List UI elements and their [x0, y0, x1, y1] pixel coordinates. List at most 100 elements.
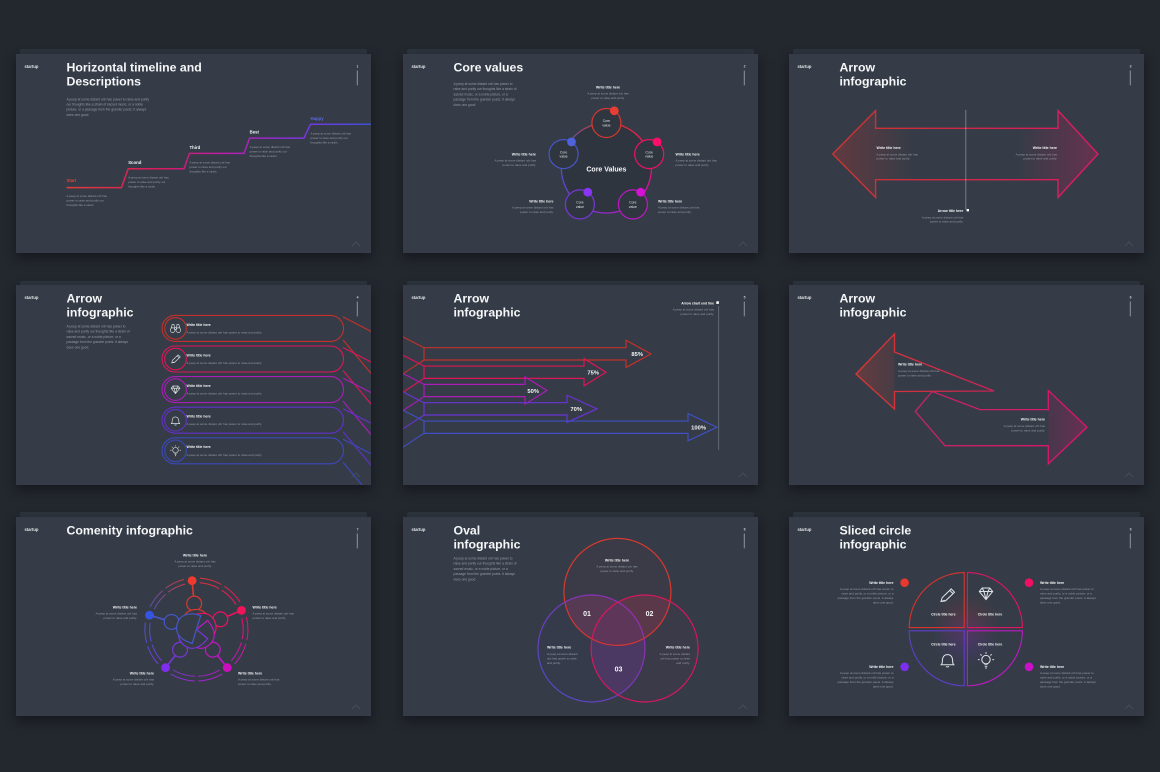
- svg-text:power to raise and purify.: power to raise and purify.: [520, 209, 554, 213]
- svg-text:passage from the grander poets: passage from the grander poets. It alway…: [453, 97, 515, 101]
- svg-text:A peep at some distant orb has: A peep at some distant orb has: [113, 677, 155, 681]
- svg-text:2: 2: [743, 64, 745, 68]
- svg-text:A peep at some distant orb has: A peep at some distant orb has power to …: [67, 97, 150, 101]
- svg-text:Write title here: Write title here: [898, 363, 922, 367]
- svg-text:startup: startup: [798, 295, 812, 300]
- svg-text:A peep at some distant orb has: A peep at some distant orb has: [587, 91, 629, 95]
- svg-text:power to raise and purify our: power to raise and purify our: [128, 180, 165, 184]
- svg-text:50%: 50%: [527, 389, 539, 395]
- svg-text:Sliced circle: Sliced circle: [840, 523, 912, 537]
- svg-text:Write title here: Write title here: [253, 605, 277, 609]
- svg-text:Happy: Happy: [311, 115, 325, 120]
- svg-text:does one good.: does one good.: [453, 577, 476, 581]
- svg-text:Third: Third: [190, 144, 201, 149]
- svg-text:sacred music, or a noble pictu: sacred music, or a noble picture, or a: [67, 335, 121, 339]
- svg-text:A peep at some distant orb has: A peep at some distant orb has power to: [840, 587, 894, 591]
- svg-text:Circle title here: Circle title here: [978, 612, 1003, 616]
- svg-text:Write title here: Write title here: [183, 553, 207, 557]
- svg-text:passage from the grander poets: passage from the grander poets. It alway…: [838, 680, 894, 684]
- svg-text:value: value: [645, 154, 653, 158]
- svg-text:power to raise and purify our: power to raise and purify our: [67, 198, 104, 202]
- svg-text:A peep at some distant orb has: A peep at some distant orb has: [675, 158, 717, 162]
- svg-text:startup: startup: [411, 63, 425, 68]
- svg-text:power to raise and purify.: power to raise and purify.: [253, 616, 287, 620]
- svg-text:power to raise and purify.: power to raise and purify.: [502, 162, 536, 166]
- svg-text:6: 6: [1130, 296, 1132, 300]
- svg-text:passage from the grander poets: passage from the grander poets. It alway…: [453, 572, 515, 576]
- svg-text:does one good.: does one good.: [67, 345, 90, 349]
- svg-text:does one good.: does one good.: [1040, 600, 1061, 604]
- svg-text:01: 01: [583, 611, 591, 618]
- svg-text:Write title here: Write title here: [187, 445, 211, 449]
- svg-text:raise and purify, or a noble p: raise and purify, or a noble picture, or…: [1040, 675, 1092, 679]
- svg-text:75%: 75%: [587, 371, 599, 377]
- svg-text:A peep at some distant orb has: A peep at some distant orb has: [1016, 152, 1058, 156]
- svg-text:power to raise and purify.: power to raise and purify.: [238, 682, 272, 686]
- svg-text:value: value: [559, 154, 567, 158]
- svg-text:Arrow: Arrow: [67, 292, 103, 306]
- svg-text:Core: Core: [629, 200, 636, 204]
- svg-text:A peep at some distant orb has: A peep at some distant orb has power to …: [187, 330, 263, 334]
- svg-text:power to raise and purify.: power to raise and purify.: [591, 95, 625, 99]
- svg-text:Start: Start: [67, 178, 77, 183]
- svg-text:and purify.: and purify.: [547, 660, 561, 664]
- svg-text:A peep at some distant: A peep at some distant: [547, 652, 578, 656]
- svg-text:startup: startup: [798, 63, 812, 68]
- svg-text:5: 5: [743, 296, 745, 300]
- svg-text:A peep at some distant orb has: A peep at some distant orb has: [494, 158, 536, 162]
- svg-text:A peep at some distant orb has: A peep at some distant orb has: [67, 194, 108, 198]
- svg-text:Write title here: Write title here: [869, 664, 893, 668]
- svg-text:A peep at some distant orb has: A peep at some distant orb has power to …: [187, 361, 263, 365]
- svg-text:Arrow title here: Arrow title here: [938, 209, 964, 213]
- svg-text:8: 8: [743, 527, 745, 531]
- svg-text:our thoughts like a strain of: our thoughts like a strain of sacred mus…: [67, 102, 144, 106]
- svg-text:passage from the grander poets: passage from the grander poets. It alway…: [838, 596, 894, 600]
- svg-text:85%: 85%: [631, 352, 643, 358]
- svg-text:Write title here: Write title here: [187, 353, 211, 357]
- svg-text:power to raise and purify.: power to raise and purify.: [877, 156, 911, 160]
- svg-text:picture, or a passage from the: picture, or a passage from the grander p…: [67, 107, 147, 111]
- svg-text:infographic: infographic: [453, 537, 520, 551]
- svg-text:orb has power to raise: orb has power to raise: [660, 656, 690, 660]
- svg-text:Write title here: Write title here: [1021, 418, 1045, 422]
- svg-text:Write title here: Write title here: [187, 415, 211, 419]
- svg-text:Core: Core: [576, 200, 583, 204]
- svg-text:Write title here: Write title here: [877, 146, 901, 150]
- svg-text:A peep at some distant orb has: A peep at some distant orb has power to: [1040, 587, 1094, 591]
- svg-text:power to raise and purify.: power to raise and purify.: [121, 682, 155, 686]
- svg-text:value: value: [602, 123, 610, 127]
- svg-text:Write title here: Write title here: [658, 199, 682, 203]
- svg-text:02: 02: [645, 611, 653, 618]
- svg-text:03: 03: [614, 666, 622, 673]
- svg-text:Arrow: Arrow: [840, 292, 876, 306]
- svg-text:A peep at some distant orb has: A peep at some distant orb has power to …: [187, 392, 263, 396]
- svg-text:value: value: [575, 204, 583, 208]
- svg-text:power to raise and purify.: power to raise and purify.: [178, 564, 212, 568]
- svg-text:Write title here: Write title here: [238, 671, 262, 675]
- svg-text:power to raise and purify our: power to raise and purify our: [311, 135, 348, 139]
- svg-text:Oval: Oval: [453, 523, 480, 537]
- svg-text:raise and purify our thoughts: raise and purify our thoughts like a str…: [453, 561, 516, 565]
- svg-text:infographic: infographic: [453, 306, 520, 320]
- svg-text:does one good.: does one good.: [1040, 684, 1061, 688]
- svg-text:A peep at some distant orb has: A peep at some distant orb has: [96, 611, 138, 615]
- svg-text:A peep at some distant orb has: A peep at some distant orb has power to: [1040, 671, 1094, 675]
- svg-text:startup: startup: [411, 526, 425, 531]
- svg-text:A peep at some distant orb has: A peep at some distant orb has: [253, 611, 295, 615]
- svg-text:70%: 70%: [570, 407, 582, 413]
- svg-text:power to raise and purify our: power to raise and purify our: [250, 149, 287, 153]
- svg-text:A peep at some distant orb has: A peep at some distant orb has power to: [453, 556, 512, 560]
- svg-text:Write title here: Write title here: [511, 152, 535, 156]
- svg-text:power to raise and purify.: power to raise and purify.: [930, 219, 964, 223]
- svg-text:1: 1: [357, 64, 359, 68]
- svg-text:power to raise and purify.: power to raise and purify.: [658, 209, 692, 213]
- svg-text:A peep at some distant orb has: A peep at some distant orb has: [238, 677, 280, 681]
- svg-text:Core Values: Core Values: [586, 166, 626, 173]
- svg-text:raise and purify, or a noble p: raise and purify, or a noble picture, or…: [1040, 591, 1092, 595]
- svg-text:A peep at some distant orb has: A peep at some distant orb has: [174, 559, 216, 563]
- svg-text:thoughts like a strain.: thoughts like a strain.: [67, 203, 95, 207]
- svg-text:Write title here: Write title here: [665, 645, 689, 649]
- svg-text:infographic: infographic: [840, 306, 907, 320]
- svg-text:raise and purify, or a noble p: raise and purify, or a noble picture, or…: [842, 591, 894, 595]
- svg-text:Write title here: Write title here: [529, 199, 553, 203]
